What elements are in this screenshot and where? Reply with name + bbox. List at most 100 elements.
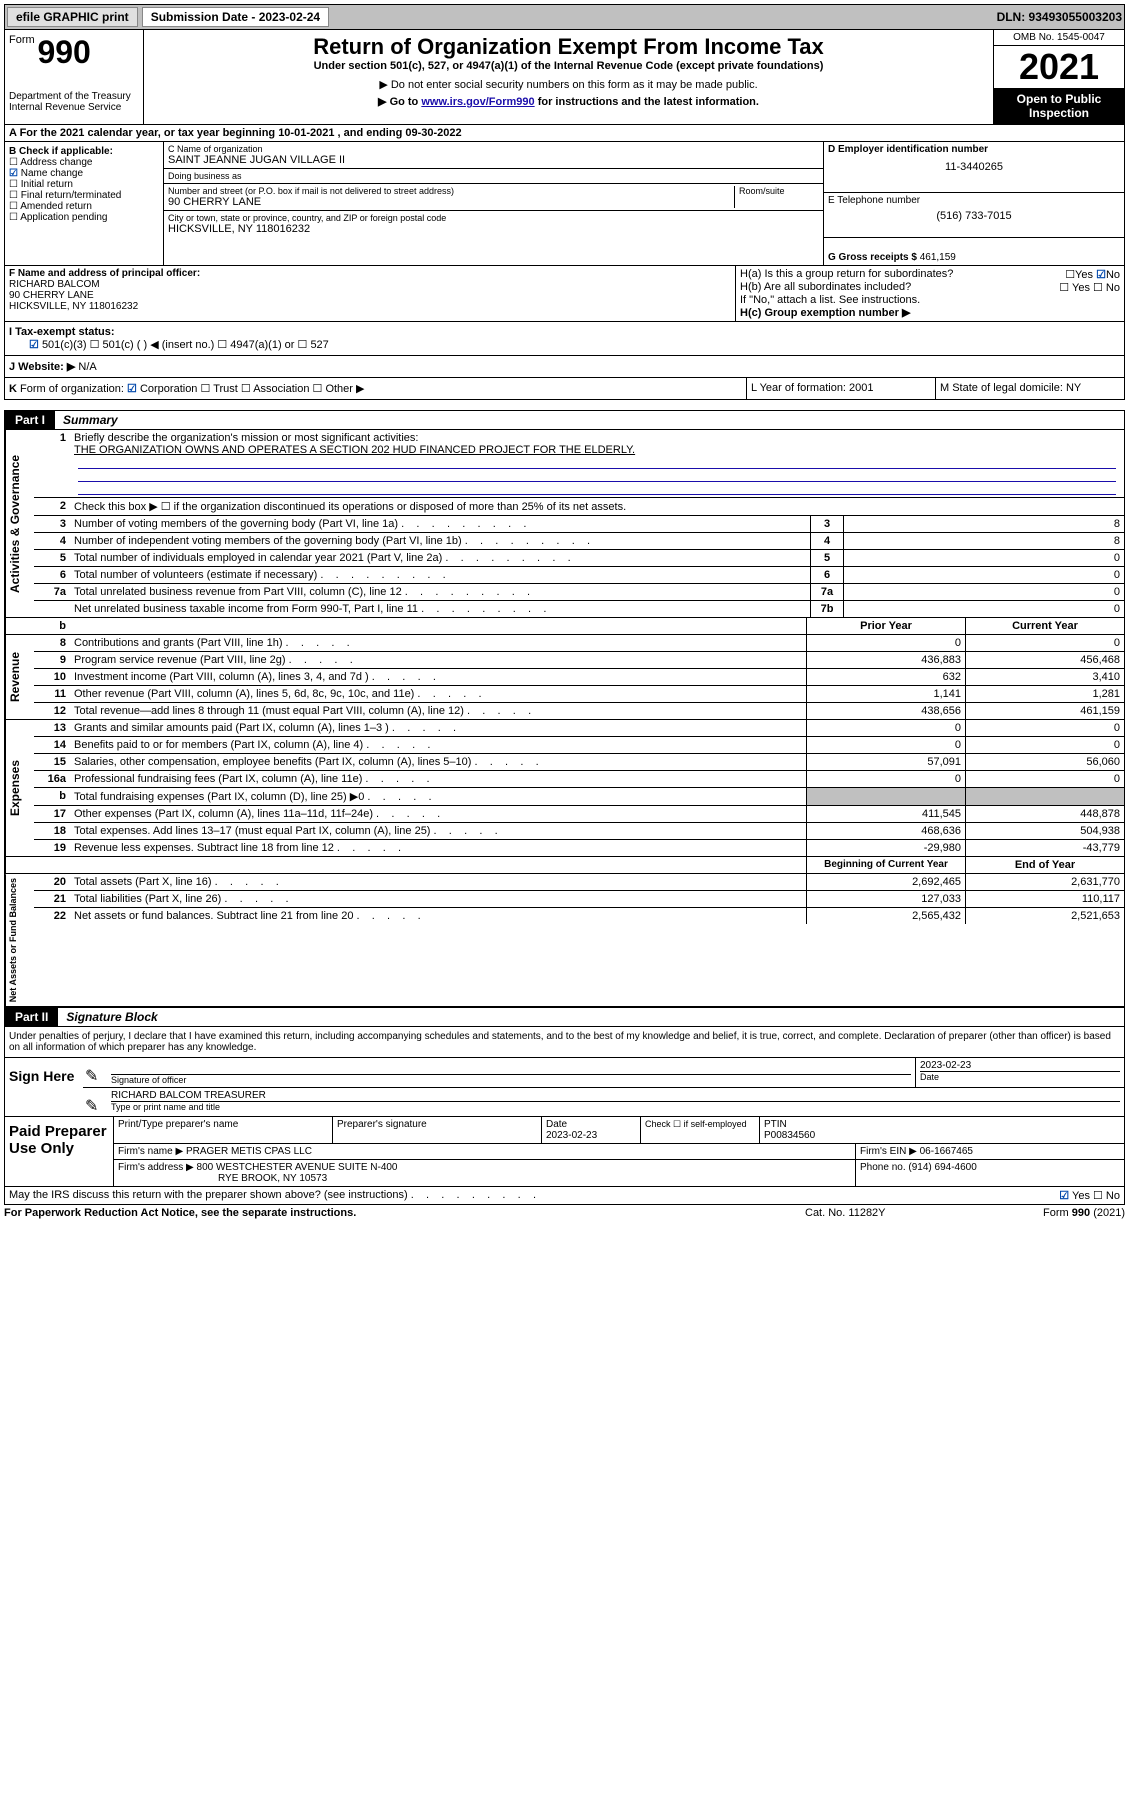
discuss-text: May the IRS discuss this return with the…: [9, 1189, 1059, 1202]
dept-treasury: Department of the Treasury Internal Reve…: [9, 91, 139, 113]
officer-addr1: 90 CHERRY LANE: [9, 290, 731, 301]
omb-number: OMB No. 1545-0047: [994, 30, 1124, 46]
gov-row: 6Total number of volunteers (estimate if…: [34, 566, 1124, 583]
sig-officer-label: Signature of officer: [111, 1074, 911, 1085]
table-row: 8Contributions and grants (Part VIII, li…: [34, 635, 1124, 651]
telephone-label: E Telephone number: [828, 195, 1120, 206]
dln: DLN: 93493055003203: [997, 10, 1122, 24]
table-row: 21Total liabilities (Part X, line 26)127…: [34, 890, 1124, 907]
prep-date-value: 2023-02-23: [546, 1130, 597, 1141]
line1-label: Briefly describe the organization's miss…: [74, 432, 418, 444]
h-c-label: H(c) Group exemption number ▶: [740, 306, 1120, 319]
chk-final-return[interactable]: ☐ Final return/terminated: [9, 190, 159, 201]
vtab-rev-spacer: [5, 618, 34, 634]
form-subtitle-3: ▶ Go to www.irs.gov/Form990 for instruct…: [148, 95, 989, 108]
vtab-net-spacer: [5, 857, 34, 873]
irs-link[interactable]: www.irs.gov/Form990: [421, 96, 534, 108]
h-a-label: H(a) Is this a group return for subordin…: [740, 268, 1065, 281]
col-current-year: Current Year: [965, 618, 1124, 634]
top-bar: efile GRAPHIC print Submission Date - 20…: [4, 4, 1125, 30]
chk-amended-return[interactable]: ☐ Amended return: [9, 201, 159, 212]
line2-text: Check this box ▶ ☐ if the organization d…: [70, 498, 1124, 515]
vtab-net-assets: Net Assets or Fund Balances: [5, 874, 34, 1006]
officer-label: F Name and address of principal officer:: [9, 268, 731, 279]
h-a-answer: ☐Yes ☑No: [1065, 268, 1120, 281]
chk-name-change[interactable]: ☑ Name change: [9, 168, 159, 179]
vtab-expenses: Expenses: [5, 720, 34, 856]
mission-text: THE ORGANIZATION OWNS AND OPERATES A SEC…: [74, 444, 635, 456]
firm-addr-label: Firm's address ▶: [118, 1162, 194, 1173]
paid-preparer-label: Paid Preparer Use Only: [5, 1117, 114, 1186]
prep-date-hdr: Date: [546, 1119, 567, 1130]
part-2-header: Part II Signature Block: [4, 1007, 1125, 1027]
org-name-label: C Name of organization: [168, 144, 819, 154]
discuss-row: May the IRS discuss this return with the…: [4, 1187, 1125, 1205]
form-header: Form 990 Department of the Treasury Inte…: [4, 30, 1125, 125]
ein-value: 11-3440265: [828, 161, 1120, 173]
form-ref: Form 990 (2021): [985, 1207, 1125, 1219]
prep-name-hdr: Print/Type preparer's name: [114, 1117, 333, 1143]
pra-notice: For Paperwork Reduction Act Notice, see …: [4, 1207, 805, 1219]
officer-print-label: Type or print name and title: [111, 1101, 1120, 1112]
pen-icon-2: ✎: [83, 1088, 107, 1116]
chk-application-pending[interactable]: ☐ Application pending: [9, 212, 159, 223]
firm-name-label: Firm's name ▶: [118, 1146, 183, 1157]
sign-date-label: Date: [920, 1071, 1120, 1082]
prep-ptin-hdr: PTIN: [764, 1119, 787, 1130]
table-row: 12Total revenue—add lines 8 through 11 (…: [34, 702, 1124, 719]
section-fh: F Name and address of principal officer:…: [4, 265, 1125, 322]
officer-print-name: RICHARD BALCOM TREASURER: [111, 1090, 1120, 1101]
row-tax-status: I Tax-exempt status: ☑ 501(c)(3) ☐ 501(c…: [4, 322, 1125, 356]
discuss-answer: ☑ Yes ☐ No: [1059, 1189, 1120, 1202]
telephone-value: (516) 733-7015: [828, 210, 1120, 222]
ein-label: D Employer identification number: [828, 144, 1120, 155]
gross-receipts-label: G Gross receipts $: [828, 252, 917, 263]
submission-date: Submission Date - 2023-02-24: [142, 7, 329, 27]
website-value: N/A: [78, 361, 96, 373]
table-row: 10Investment income (Part VIII, column (…: [34, 668, 1124, 685]
section-bcde: B Check if applicable: ☐ Address change …: [4, 142, 1125, 265]
tax-year: 2021: [994, 46, 1124, 88]
h-b-answer: ☐ Yes ☐ No: [1059, 281, 1120, 294]
firm-phone: (914) 694-4600: [908, 1162, 976, 1173]
form-title: Return of Organization Exempt From Incom…: [148, 34, 989, 60]
form-number: 990: [37, 34, 90, 70]
table-row: 17Other expenses (Part IX, column (A), l…: [34, 805, 1124, 822]
firm-ein-label: Firm's EIN ▶: [860, 1146, 917, 1157]
room-label: Room/suite: [739, 186, 819, 196]
table-row: 14Benefits paid to or for members (Part …: [34, 736, 1124, 753]
city-label: City or town, state or province, country…: [168, 213, 819, 223]
pen-icon: ✎: [83, 1058, 107, 1087]
col-prior-year: Prior Year: [806, 618, 965, 634]
sign-date: 2023-02-23: [920, 1060, 1120, 1071]
sign-here-label: Sign Here: [5, 1058, 83, 1116]
prep-self-emp: Check ☐ if self-employed: [641, 1117, 760, 1143]
part-1-header: Part I Summary: [4, 410, 1125, 430]
part-2-title: Signature Block: [58, 1008, 165, 1026]
m-domicile: M State of legal domicile: NY: [935, 378, 1124, 399]
h-note: If "No," attach a list. See instructions…: [740, 294, 1120, 306]
chk-initial-return[interactable]: ☐ Initial return: [9, 179, 159, 190]
firm-addr1: 800 WESTCHESTER AVENUE SUITE N-400: [197, 1162, 398, 1173]
part-2-label: Part II: [5, 1008, 58, 1026]
h-b-label: H(b) Are all subordinates included?: [740, 281, 1059, 294]
tax-status-opts: 501(c)(3) ☐ 501(c) ( ) ◀ (insert no.) ☐ …: [42, 339, 329, 351]
gov-row: 5Total number of individuals employed in…: [34, 549, 1124, 566]
address-label: Number and street (or P.O. box if mail i…: [168, 186, 734, 196]
part-1-title: Summary: [55, 411, 126, 429]
firm-phone-label: Phone no.: [860, 1162, 906, 1173]
table-row: 9Program service revenue (Part VIII, lin…: [34, 651, 1124, 668]
org-name: SAINT JEANNE JUGAN VILLAGE II: [168, 154, 819, 166]
gov-row: Net unrelated business taxable income fr…: [34, 600, 1124, 617]
declaration-text: Under penalties of perjury, I declare th…: [4, 1027, 1125, 1058]
officer-name: RICHARD BALCOM: [9, 279, 731, 290]
summary-governance: Activities & Governance 1 Briefly descri…: [4, 430, 1125, 618]
chk-address-change[interactable]: ☐ Address change: [9, 157, 159, 168]
prep-ptin-value: P00834560: [764, 1130, 815, 1141]
gov-row: 4Number of independent voting members of…: [34, 532, 1124, 549]
summary-net-header: Beginning of Current Year End of Year: [4, 857, 1125, 874]
form-subtitle-2: ▶ Do not enter social security numbers o…: [148, 78, 989, 91]
vtab-governance: Activities & Governance: [5, 430, 34, 617]
efile-print-button[interactable]: efile GRAPHIC print: [7, 7, 138, 27]
table-row: 16aProfessional fundraising fees (Part I…: [34, 770, 1124, 787]
